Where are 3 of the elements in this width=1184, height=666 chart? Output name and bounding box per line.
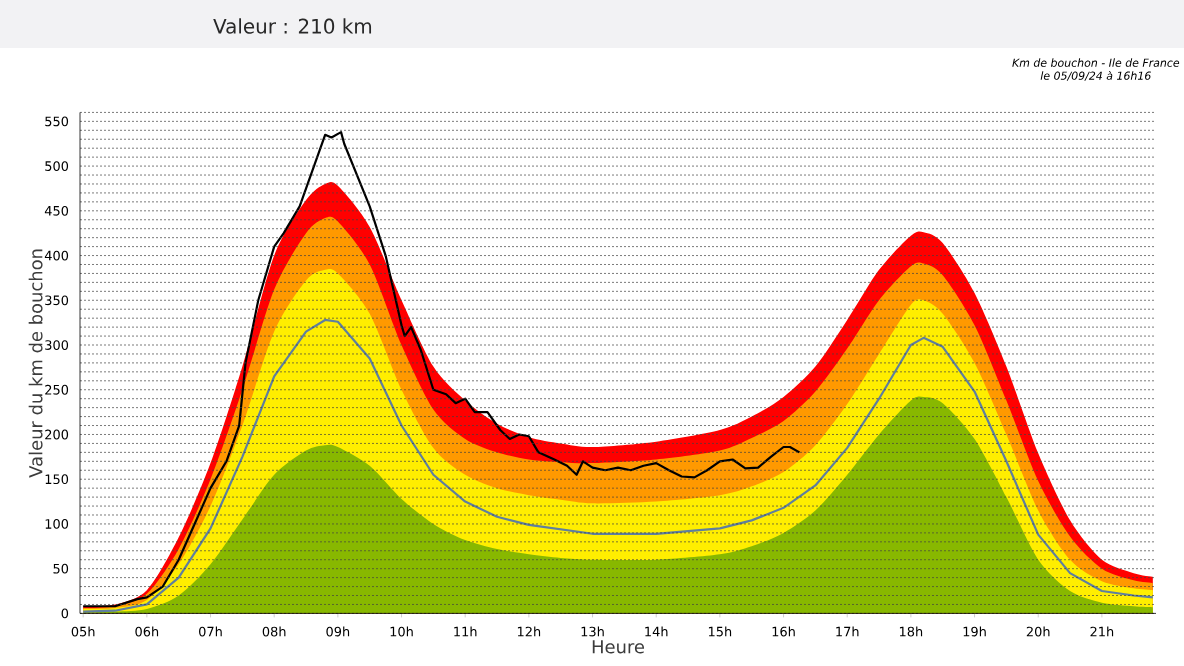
- y-axis-title: Valeur du km de bouchon: [28, 249, 43, 478]
- x-axis-title: Heure: [592, 640, 645, 654]
- text: Valeur : 210 km: [213, 18, 372, 34]
